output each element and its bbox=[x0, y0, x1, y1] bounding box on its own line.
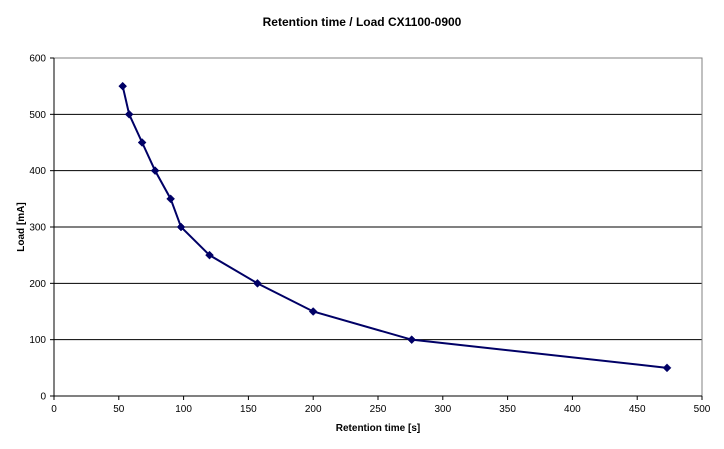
data-point bbox=[308, 307, 318, 316]
y-tick-label: 300 bbox=[29, 223, 46, 234]
y-tick-label: 0 bbox=[40, 392, 46, 403]
data-point bbox=[150, 166, 160, 176]
x-tick-label: 50 bbox=[113, 404, 125, 415]
grid bbox=[54, 113, 702, 341]
x-tick-label: 350 bbox=[499, 404, 516, 415]
data-point bbox=[118, 81, 128, 91]
data-point bbox=[205, 250, 214, 260]
data-point bbox=[253, 278, 262, 288]
x-tick-label: 450 bbox=[629, 404, 646, 415]
y-axis-label: Load [mA] bbox=[16, 202, 27, 251]
x-tick-label: 100 bbox=[175, 404, 192, 415]
axes bbox=[50, 57, 703, 400]
data-point bbox=[137, 138, 147, 147]
data-point bbox=[124, 109, 134, 119]
y-tick-label: 200 bbox=[29, 279, 46, 290]
x-axis-label: Retention time [s] bbox=[336, 423, 420, 434]
y-tick-label: 600 bbox=[29, 54, 46, 65]
data-point bbox=[662, 363, 672, 373]
x-tick-label: 250 bbox=[370, 404, 387, 415]
y-tick-label: 100 bbox=[29, 335, 46, 346]
x-tick-label: 200 bbox=[305, 404, 322, 415]
data-point bbox=[176, 222, 186, 232]
chart-title: Retention time / Load CX1100-0900 bbox=[263, 15, 462, 29]
y-tick-label: 400 bbox=[29, 166, 46, 177]
data-point bbox=[407, 335, 417, 345]
x-tick-label: 0 bbox=[51, 404, 57, 415]
y-tick-label: 500 bbox=[29, 110, 46, 121]
series-line bbox=[118, 81, 672, 373]
x-tick-label: 150 bbox=[240, 404, 257, 415]
x-tick-label: 300 bbox=[434, 404, 451, 415]
tick-labels: 0 100 200 300 400 500 600 0 50 100 150 200 250 300 350… bbox=[29, 54, 710, 416]
x-tick-label: 500 bbox=[694, 404, 711, 415]
x-tick-label: 400 bbox=[564, 404, 581, 415]
data-point bbox=[166, 194, 175, 204]
